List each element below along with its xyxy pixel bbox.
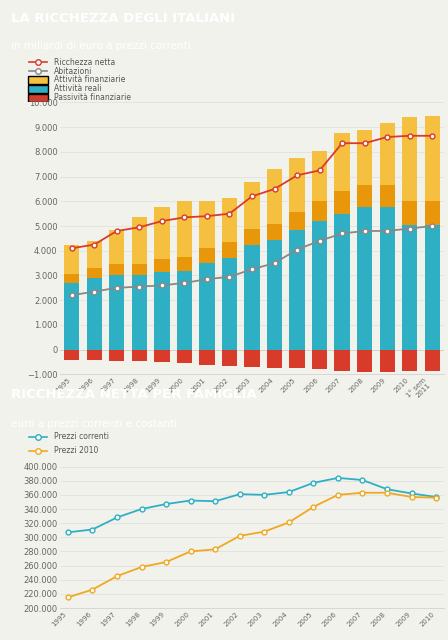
Bar (64, 275, 79, 283)
Bar (357, 349, 372, 372)
Text: Attività finanziarie: Attività finanziarie (54, 76, 125, 84)
Bar (425, 116, 440, 202)
Bar (289, 158, 305, 212)
Bar (335, 349, 350, 371)
FancyBboxPatch shape (28, 76, 48, 84)
Bar (132, 264, 147, 275)
Bar (64, 244, 79, 275)
Bar (379, 207, 395, 349)
Bar (357, 185, 372, 207)
Bar (222, 258, 237, 349)
Bar (109, 264, 125, 275)
Bar (109, 230, 125, 264)
Bar (312, 150, 327, 202)
Bar (86, 278, 102, 349)
Bar (402, 225, 418, 349)
Bar (357, 207, 372, 349)
Bar (244, 244, 260, 349)
Bar (199, 263, 215, 349)
Text: Passività finanziarie: Passività finanziarie (54, 93, 131, 102)
Bar (244, 349, 260, 367)
Bar (86, 268, 102, 278)
Bar (154, 272, 169, 349)
Bar (379, 185, 395, 207)
Bar (335, 214, 350, 349)
Text: in miliardi di euro a prezzi correnti: in miliardi di euro a prezzi correnti (11, 42, 191, 51)
Bar (312, 349, 327, 369)
Bar (132, 218, 147, 264)
Bar (402, 202, 418, 225)
Bar (402, 349, 418, 371)
Bar (289, 212, 305, 230)
Bar (177, 349, 192, 364)
Bar (267, 223, 282, 239)
Bar (425, 202, 440, 225)
Bar (379, 124, 395, 185)
Bar (335, 191, 350, 214)
Text: Prezzi 2010: Prezzi 2010 (54, 446, 98, 455)
Bar (199, 248, 215, 263)
Bar (357, 129, 372, 185)
Text: euro a prezzi correnti e costanti: euro a prezzi correnti e costanti (11, 419, 177, 429)
Bar (335, 133, 350, 191)
Bar (289, 230, 305, 349)
Text: Abitazioni: Abitazioni (54, 67, 92, 76)
Bar (154, 207, 169, 259)
Text: LA RICCHEZZA DEGLI ITALIANI: LA RICCHEZZA DEGLI ITALIANI (11, 12, 235, 24)
Text: Ricchezza netta: Ricchezza netta (54, 58, 115, 67)
Bar (177, 271, 192, 349)
Bar (425, 225, 440, 349)
Bar (425, 349, 440, 371)
Text: RICCHEZZA NETTA PER FAMIGLIA: RICCHEZZA NETTA PER FAMIGLIA (11, 388, 257, 401)
Bar (109, 349, 125, 361)
Bar (154, 349, 169, 362)
Bar (222, 242, 237, 258)
Text: Attività reali: Attività reali (54, 84, 101, 93)
Bar (86, 349, 102, 360)
Bar (132, 349, 147, 361)
Bar (86, 241, 102, 268)
FancyBboxPatch shape (28, 94, 48, 102)
Bar (199, 202, 215, 248)
Bar (267, 349, 282, 368)
Bar (177, 257, 192, 271)
Bar (267, 239, 282, 349)
FancyBboxPatch shape (28, 85, 48, 93)
Text: Prezzi correnti: Prezzi correnti (54, 433, 109, 442)
Bar (244, 182, 260, 228)
Bar (222, 198, 237, 242)
Bar (244, 228, 260, 244)
Bar (379, 349, 395, 372)
Bar (132, 275, 147, 349)
Bar (199, 349, 215, 365)
Bar (267, 169, 282, 223)
Bar (177, 202, 192, 257)
Bar (154, 259, 169, 272)
Bar (312, 202, 327, 221)
Bar (289, 349, 305, 368)
Bar (64, 349, 79, 360)
Bar (222, 349, 237, 365)
Bar (402, 117, 418, 202)
Bar (64, 283, 79, 349)
Bar (312, 221, 327, 349)
Bar (109, 275, 125, 349)
